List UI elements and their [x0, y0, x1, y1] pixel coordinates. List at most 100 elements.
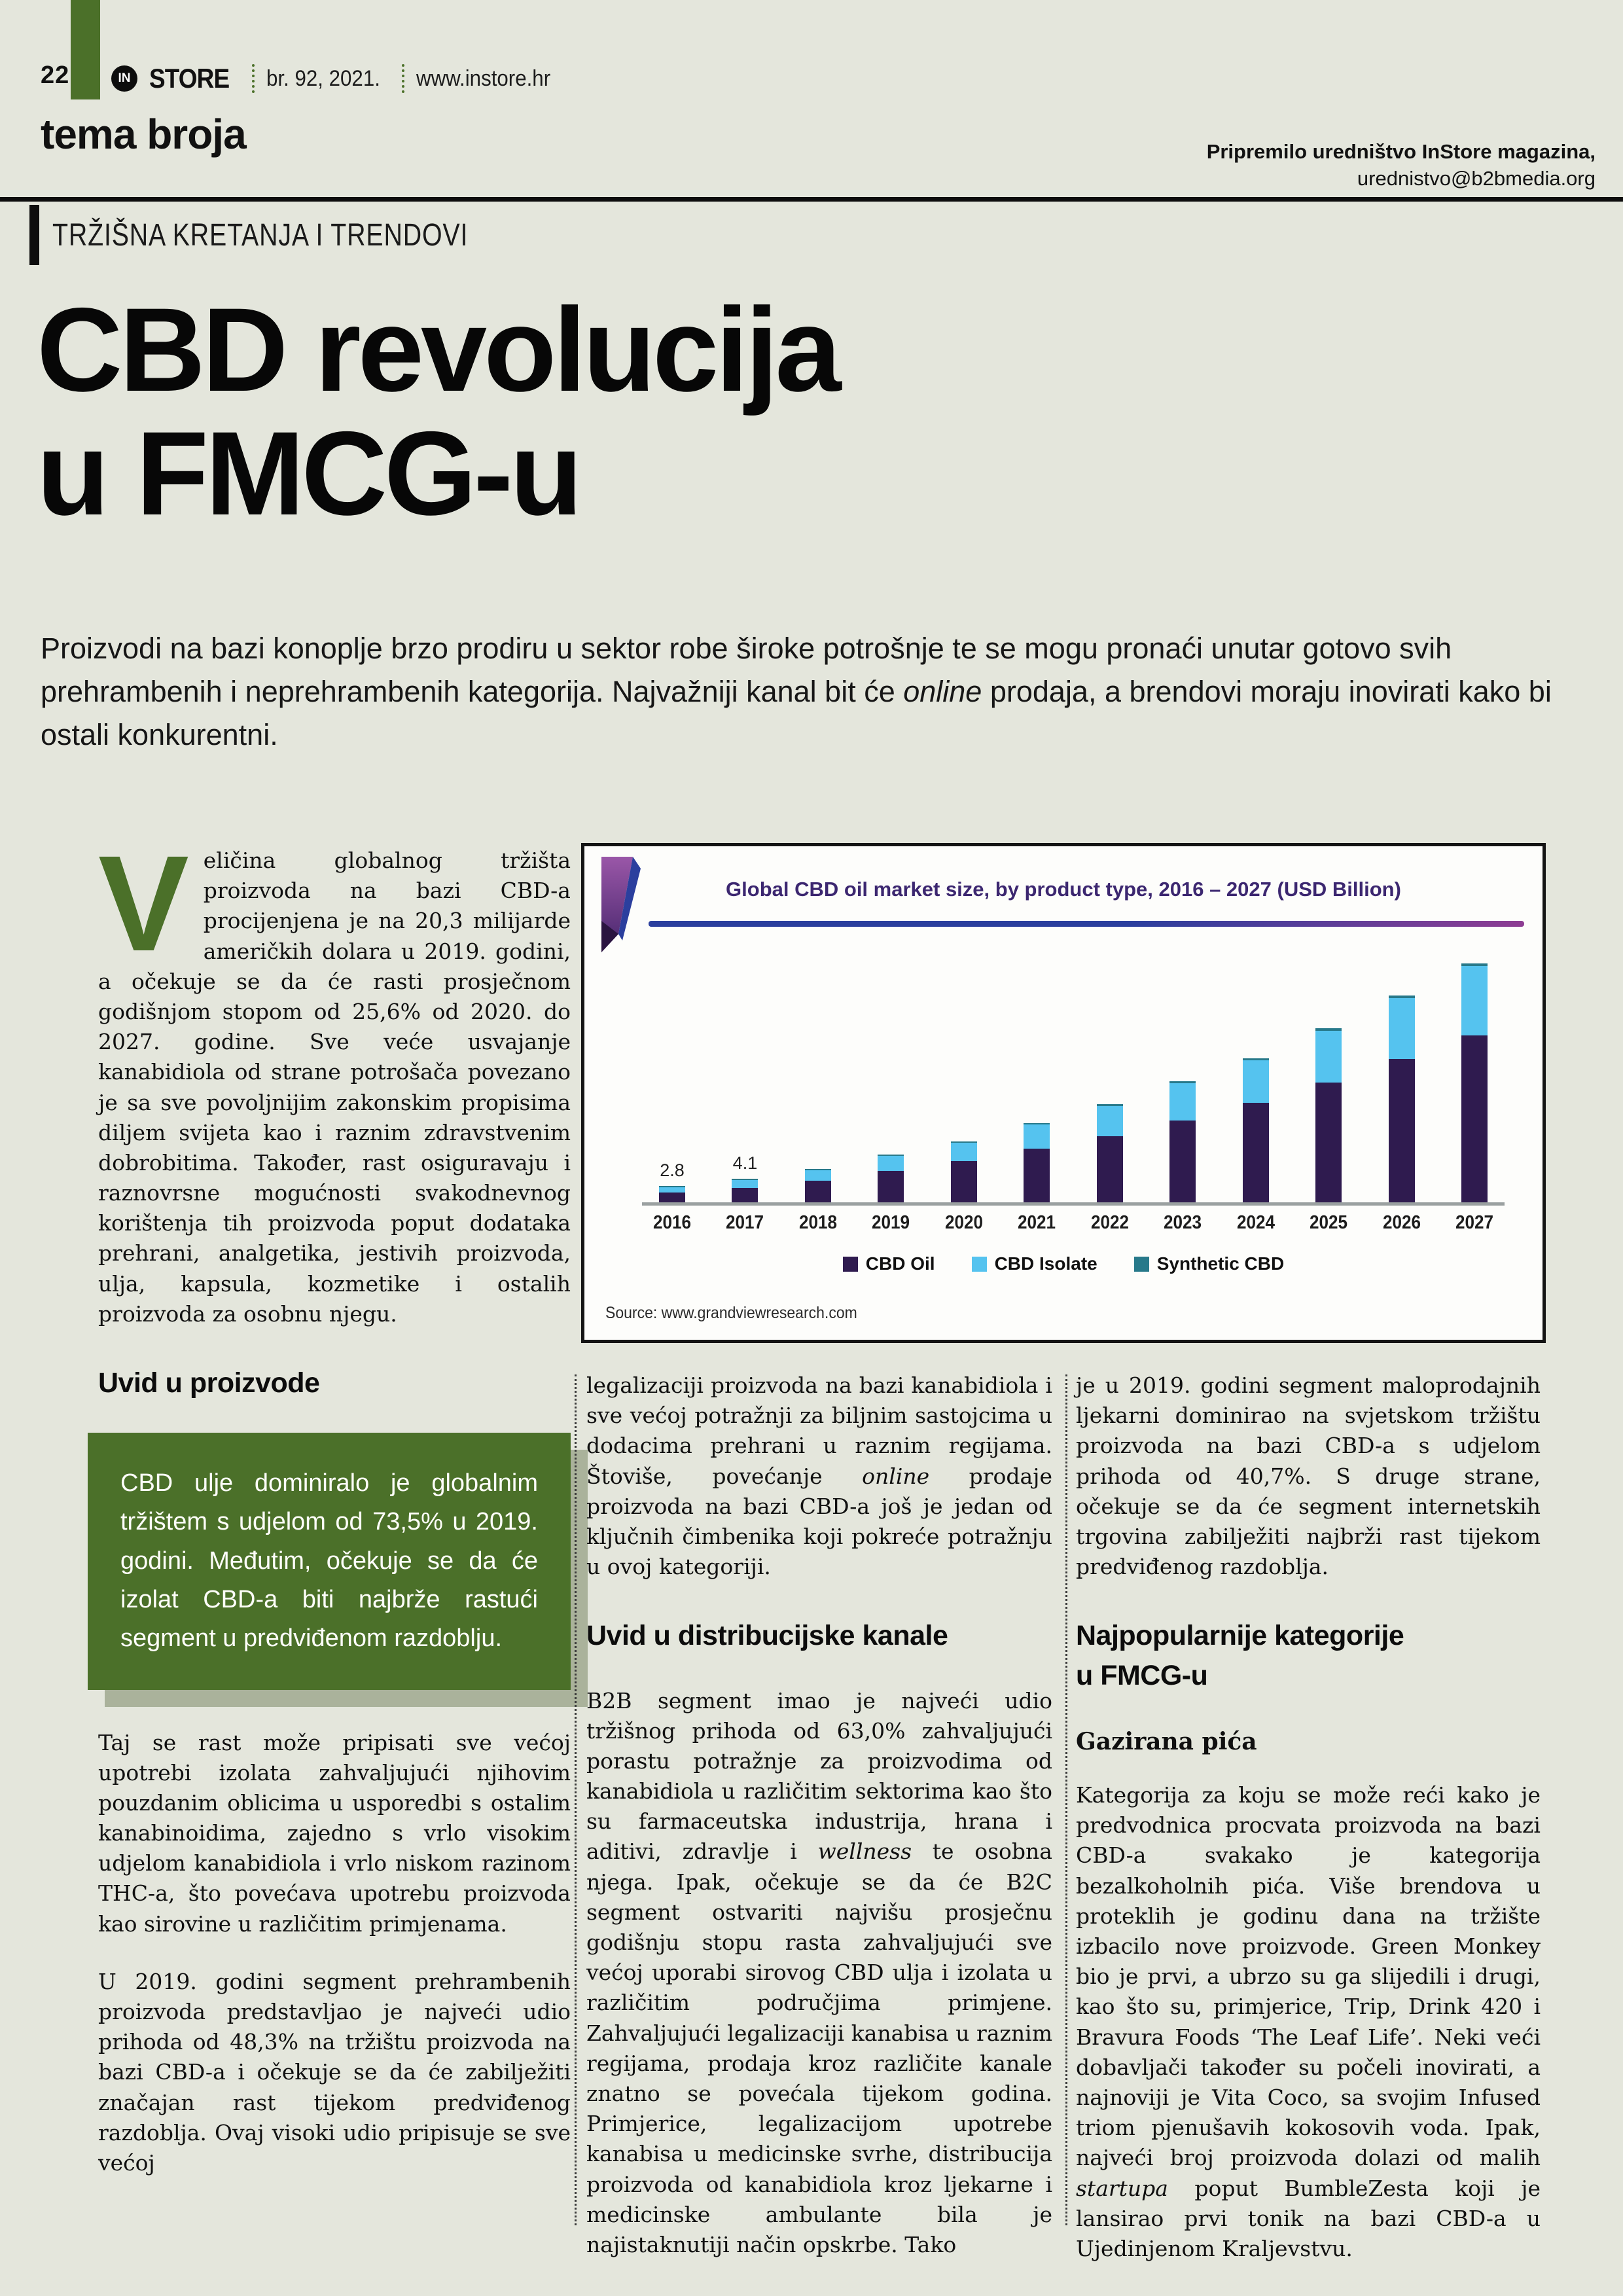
dotted-separator: [251, 64, 255, 93]
bar-stack: [1388, 996, 1415, 1202]
subheading-products: Uvid u proizvode: [98, 1367, 320, 1399]
dropcap: V: [98, 828, 189, 980]
bar-stack: [804, 1169, 831, 1202]
green-accent-block: [71, 0, 100, 99]
bar-stack: [1024, 1122, 1050, 1202]
subheading-line: Najpopularnije kategorije: [1076, 1620, 1404, 1652]
headline-line2: u FMCG-u: [37, 406, 582, 541]
column-middle: legalizaciji proizvoda na bazi kanabidio…: [586, 1371, 1052, 2260]
body-text: eličina globalnog tržišta proizvoda na b…: [98, 848, 571, 1327]
body-text: legalizaciji proizvoda na bazi kanabidio…: [586, 1372, 1052, 1489]
website-url: www.instore.hr: [416, 65, 551, 91]
chart-title-rule: [649, 921, 1524, 927]
bar-stack: [659, 1186, 685, 1202]
bar-2026: [1372, 990, 1432, 1202]
bar-stack: [1169, 1081, 1196, 1202]
bar-segment-cbd-isolate: [950, 1142, 977, 1162]
x-axis-label: 2018: [798, 1212, 837, 1233]
legend-label: CBD Isolate: [994, 1253, 1097, 1274]
body-italic: startupa: [1076, 2175, 1168, 2201]
bar-segment-cbd-isolate: [1315, 1030, 1342, 1083]
bar-2019: [861, 1149, 921, 1202]
bar-segment-cbd-oil: [1242, 1102, 1269, 1202]
bar-segment-cbd-isolate: [878, 1156, 904, 1171]
body-text: prodaje proizvoda na bazi CBD-a još je j…: [586, 1463, 1052, 1580]
page-number: 22: [41, 62, 70, 89]
bar-value-label: 4.1: [732, 1153, 758, 1174]
pull-quote-box: CBD ulje dominiralo je globalnim tržište…: [88, 1433, 571, 1690]
bar-segment-cbd-isolate: [1388, 997, 1415, 1059]
bar-2021: [1007, 1118, 1067, 1202]
subheading-distribution: Uvid u distribucijske kanale: [586, 1620, 948, 1652]
column-right: je u 2019. godini segment maloprodajnih …: [1076, 1371, 1541, 2264]
credit-email: urednistvo@b2bmedia.org: [1357, 166, 1596, 190]
subheading-carbonated-drinks: Gazirana pića: [1076, 1727, 1257, 1755]
paragraph: je u 2019. godini segment maloprodajnih …: [1076, 1372, 1541, 1580]
bar-segment-cbd-oil: [1169, 1121, 1196, 1202]
dotted-separator: [401, 64, 404, 93]
bar-segment-synthetic-cbd: [1096, 1104, 1123, 1106]
intro-italic: online: [903, 675, 982, 709]
bar-stack: [878, 1155, 904, 1202]
intro-text: prodaja, a brendovi moraju inovirati kak…: [41, 675, 1552, 752]
bar-segment-cbd-oil: [1388, 1058, 1415, 1202]
kicker: TRŽIŠNA KRETANJA I TRENDOVI: [52, 218, 469, 253]
x-axis-label: 2024: [1236, 1212, 1275, 1233]
bar-stack: [1096, 1104, 1123, 1202]
body-italic: online: [862, 1463, 930, 1489]
issue-number: br. 92, 2021.: [266, 65, 380, 91]
section-title: tema broja: [41, 111, 247, 158]
bar-2022: [1080, 1099, 1140, 1202]
headline: CBD revolucija u FMCG-u: [37, 283, 842, 541]
bar-segment-synthetic-cbd: [1461, 963, 1488, 966]
credit-line: Pripremilo uredništvo InStore magazina,: [1206, 140, 1596, 163]
x-axis-label: 2021: [1018, 1212, 1056, 1233]
bar-segment-cbd-isolate: [1169, 1083, 1196, 1121]
body-italic: wellness: [817, 1839, 912, 1865]
bar-segment-synthetic-cbd: [659, 1186, 685, 1188]
bar-2018: [788, 1164, 848, 1202]
paragraph: B2B segment imao je najveći udio tržišno…: [586, 1686, 1052, 2261]
paragraph: U 2019. godini segment prehrambenih proi…: [98, 1968, 571, 2176]
horizontal-rule: [0, 197, 1623, 202]
bar-segment-cbd-isolate: [1096, 1105, 1123, 1137]
legend-swatch-icon: [1133, 1256, 1149, 1272]
bar-segment-synthetic-cbd: [1315, 1028, 1342, 1031]
bar-2020: [934, 1136, 994, 1202]
bar-segment-synthetic-cbd: [732, 1179, 758, 1181]
bar-value-label: 2.8: [660, 1160, 685, 1181]
x-axis-label: 2026: [1382, 1212, 1421, 1233]
body-text: te osobna njega. Ipak, očekuje se da će …: [586, 1839, 1052, 2257]
legend-item-cbd-oil: CBD Oil: [842, 1253, 935, 1274]
x-axis-label: 2027: [1455, 1212, 1494, 1233]
bar-segment-cbd-oil: [1096, 1136, 1123, 1202]
x-axis-label: 2025: [1310, 1212, 1348, 1233]
x-axis-label: 2022: [1090, 1212, 1129, 1233]
credit-block: Pripremilo uredništvo InStore magazina, …: [1207, 139, 1596, 192]
chart-title: Global CBD oil market size, by product t…: [726, 878, 1401, 901]
grandview-ribbon-icon: [601, 857, 641, 952]
legend-swatch-icon: [971, 1256, 987, 1272]
chart-source: Source: www.grandviewresearch.com: [605, 1304, 857, 1322]
bar-segment-cbd-isolate: [1461, 965, 1488, 1036]
column-divider: [575, 1374, 577, 2225]
logo-store-text: STORE: [149, 63, 230, 94]
bar-segment-cbd-oil: [804, 1181, 831, 1202]
x-axis-label: 2016: [652, 1212, 692, 1233]
x-axis-label: 2019: [872, 1212, 910, 1233]
chart-legend: CBD Oil CBD Isolate Synthetic CBD: [584, 1253, 1543, 1274]
instore-logo-icon: IN: [111, 65, 137, 92]
bar-2017: 4.1: [715, 1153, 775, 1202]
bar-segment-synthetic-cbd: [804, 1169, 831, 1171]
intro-paragraph: Proizvodi na bazi konoplje brzo prodiru …: [41, 627, 1592, 757]
bar-segment-cbd-oil: [1461, 1035, 1488, 1202]
x-axis-label: 2020: [944, 1212, 983, 1233]
legend-item-synthetic-cbd: Synthetic CBD: [1133, 1253, 1284, 1274]
headline-line1: CBD revolucija: [37, 283, 842, 416]
bar-2025: [1298, 1023, 1359, 1202]
subheading-categories: Najpopularnije kategorije u FMCG-u: [1076, 1616, 1541, 1695]
bar-stack: [732, 1179, 758, 1202]
